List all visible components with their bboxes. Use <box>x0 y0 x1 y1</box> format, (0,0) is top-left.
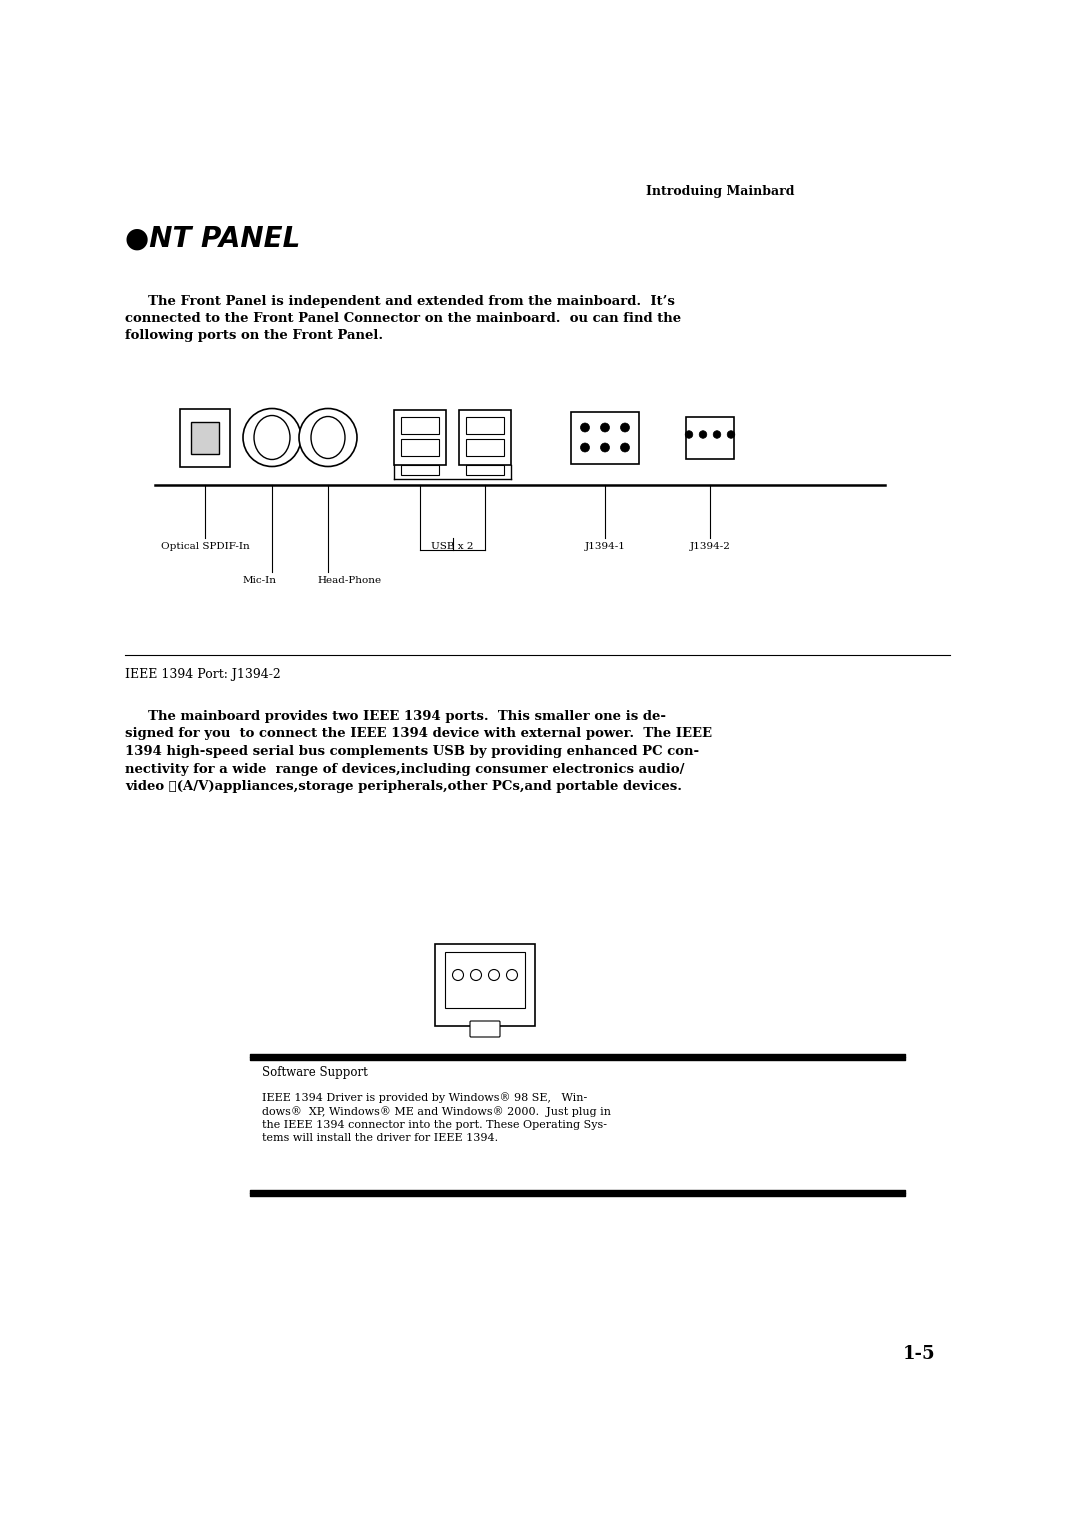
Circle shape <box>685 431 692 439</box>
Text: J1394-1: J1394-1 <box>584 542 625 552</box>
Text: The mainboard provides two IEEE 1394 ports.  This smaller one is de-
signed for : The mainboard provides two IEEE 1394 por… <box>125 711 712 793</box>
Bar <box>445 952 525 1008</box>
FancyBboxPatch shape <box>470 1021 500 1038</box>
Bar <box>401 417 438 434</box>
Bar <box>465 417 504 434</box>
Text: J1394-2: J1394-2 <box>689 542 730 552</box>
Circle shape <box>600 423 609 432</box>
Text: IEEE 1394 Port: J1394-2: IEEE 1394 Port: J1394-2 <box>125 668 281 681</box>
Text: Introduing Mainbard: Introduing Mainbard <box>646 185 794 199</box>
Circle shape <box>581 423 590 432</box>
Circle shape <box>581 443 590 452</box>
Ellipse shape <box>254 416 291 460</box>
Circle shape <box>727 431 734 439</box>
Bar <box>459 410 511 465</box>
Bar <box>465 439 504 455</box>
Text: Optical SPDIF-In: Optical SPDIF-In <box>161 542 249 552</box>
Bar <box>401 439 438 455</box>
Circle shape <box>299 408 357 466</box>
Circle shape <box>471 969 482 981</box>
Text: Head-Phone: Head-Phone <box>318 576 382 585</box>
Bar <box>435 944 535 1025</box>
Text: USB x 2: USB x 2 <box>431 542 474 552</box>
Bar <box>191 422 219 454</box>
Circle shape <box>488 969 500 981</box>
Bar <box>686 417 734 458</box>
Circle shape <box>621 423 630 432</box>
Circle shape <box>621 443 630 452</box>
Text: Software Support: Software Support <box>262 1067 368 1079</box>
Ellipse shape <box>311 417 345 458</box>
Bar <box>180 408 230 466</box>
Bar <box>571 411 639 463</box>
Circle shape <box>713 431 720 439</box>
Text: 1-5: 1-5 <box>903 1345 935 1363</box>
Circle shape <box>507 969 517 981</box>
Circle shape <box>453 969 463 981</box>
Circle shape <box>600 443 609 452</box>
Bar <box>394 410 446 465</box>
Bar <box>401 465 438 475</box>
Bar <box>465 465 504 475</box>
Text: ●NT PANEL: ●NT PANEL <box>125 225 300 254</box>
Text: IEEE 1394 Driver is provided by Windows® 98 SE,   Win-
dows®  XP, Windows® ME an: IEEE 1394 Driver is provided by Windows®… <box>262 1093 611 1143</box>
Circle shape <box>699 431 706 439</box>
Text: Mic-In: Mic-In <box>243 576 276 585</box>
Text: The Front Panel is independent and extended from the mainboard.  It’s
connected : The Front Panel is independent and exten… <box>125 295 681 342</box>
Circle shape <box>243 408 301 466</box>
